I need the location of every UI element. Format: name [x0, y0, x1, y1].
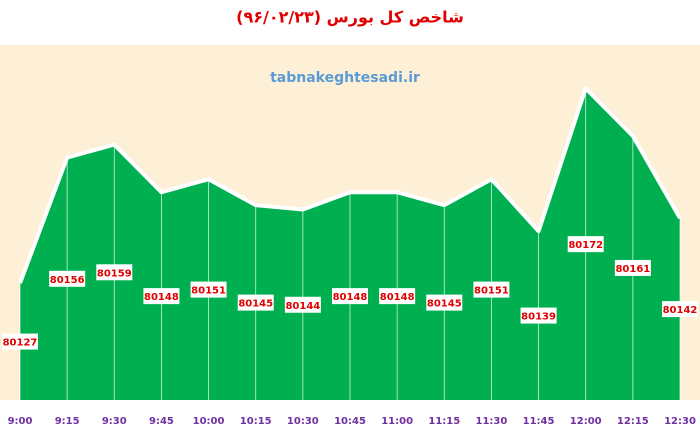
x-tick-label: 11:45 — [523, 416, 555, 427]
data-label: 80148 — [144, 292, 179, 303]
x-tick-label: 11:00 — [381, 416, 413, 427]
label-box — [426, 294, 463, 311]
label-box — [2, 333, 38, 350]
data-label: 80127 — [3, 338, 38, 349]
label-box — [520, 307, 557, 324]
data-label: 80151 — [191, 286, 226, 297]
x-tick-label: 9:45 — [149, 416, 174, 427]
data-label: 80148 — [333, 292, 368, 303]
data-label: 80139 — [521, 312, 556, 323]
data-label: 80144 — [285, 301, 320, 312]
label-box — [96, 264, 133, 281]
x-tick-label: 9:00 — [8, 416, 33, 427]
data-label: 80142 — [663, 305, 698, 316]
label-box — [49, 270, 86, 287]
label-box — [379, 288, 416, 305]
data-label: 80156 — [50, 275, 85, 286]
label-box — [662, 301, 698, 318]
label-box — [332, 288, 368, 305]
x-tick-label: 10:30 — [287, 416, 319, 427]
label-box — [237, 294, 274, 311]
data-label: 80159 — [97, 268, 132, 279]
label-box — [614, 259, 651, 276]
x-tick-label: 10:15 — [240, 416, 272, 427]
label-box — [473, 281, 510, 298]
data-label: 80161 — [615, 264, 650, 275]
x-tick-label: 9:30 — [102, 416, 127, 427]
x-tick-label: 11:30 — [476, 416, 508, 427]
data-label: 80145 — [238, 299, 273, 310]
x-tick-label: 12:15 — [617, 416, 649, 427]
data-label: 80172 — [568, 240, 603, 251]
x-tick-label: 12:30 — [664, 416, 696, 427]
x-tick-label: 9:15 — [55, 416, 80, 427]
chart-title: شاخص کل بورس (۹۶/۰۲/۲۳) — [236, 8, 464, 27]
x-tick-label: 10:45 — [334, 416, 366, 427]
label-box — [284, 296, 321, 313]
x-tick-label: 10:00 — [193, 416, 225, 427]
label-box — [143, 288, 180, 305]
x-tick-label: 12:00 — [570, 416, 602, 427]
watermark: tabnakeghtesadi.ir — [270, 70, 420, 86]
x-tick-label: 11:15 — [428, 416, 460, 427]
area-line — [18, 86, 682, 284]
data-label: 80148 — [380, 292, 415, 303]
data-label: 80145 — [427, 299, 462, 310]
label-box — [567, 236, 604, 253]
label-box — [190, 281, 227, 298]
data-label: 80151 — [474, 286, 509, 297]
